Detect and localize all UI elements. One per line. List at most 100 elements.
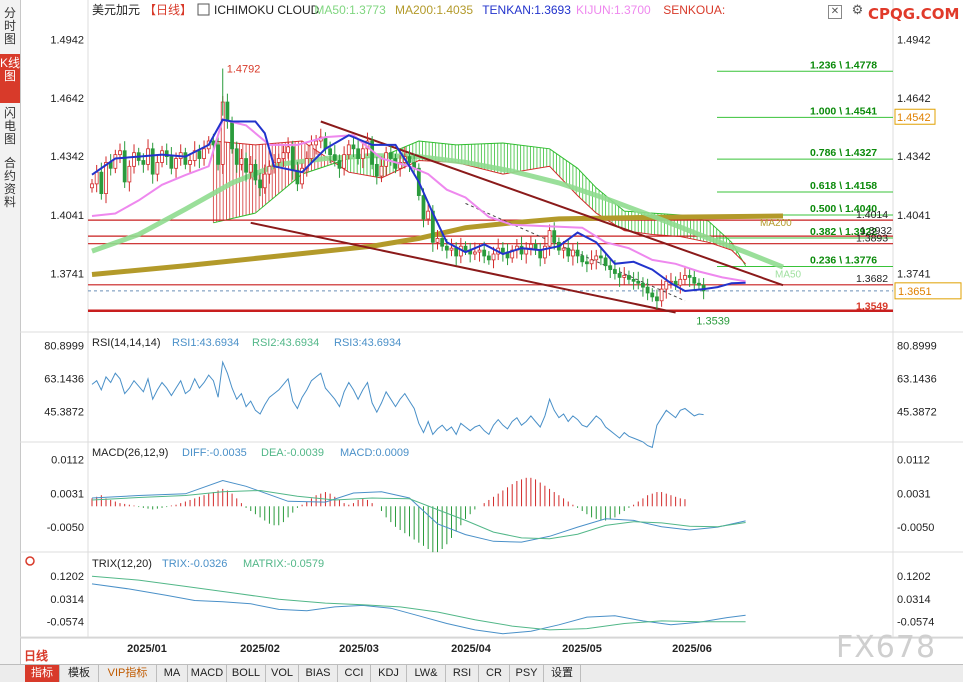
tenkan-line	[91, 118, 746, 293]
candle-body	[477, 249, 482, 253]
candle-body	[552, 230, 557, 243]
macd-title: MACD(26,12,9)	[92, 447, 168, 459]
rsi-y-tick-left: 80.8999	[44, 341, 84, 353]
indicator-toolbar: 指标 模板 VIP指标 MA MACD BOLL VOL BIAS CCI KD…	[0, 664, 963, 682]
candle-body	[491, 253, 496, 261]
candle-body	[132, 152, 136, 167]
rsi-y-tick-left: 45.3872	[44, 406, 84, 418]
tab-lw[interactable]: LW&	[407, 665, 446, 682]
candle-body	[150, 148, 155, 175]
candle-body	[398, 162, 403, 169]
candle-body	[454, 247, 459, 257]
period-label[interactable]: 日线	[24, 649, 49, 663]
tab-psy[interactable]: PSY	[510, 665, 544, 682]
fib-level-label: 0.500 \ 1.4040	[810, 203, 877, 215]
level-label-1-3932: 1.3932	[860, 225, 892, 237]
tab-vol[interactable]: VOL	[266, 665, 299, 682]
candle-body	[202, 148, 206, 159]
y-tick-left: 1.4342	[50, 151, 84, 163]
macd-dea-line	[91, 489, 746, 540]
rsi-legend-2: RSI2:43.6934	[252, 337, 319, 349]
header-legend-item: MA50:1.3773	[314, 3, 386, 17]
tab-kdj[interactable]: KDJ	[371, 665, 407, 682]
candle-body	[692, 276, 697, 284]
macd-y-tick-left: 0.0112	[51, 455, 84, 467]
candle-body	[678, 278, 683, 286]
level-label-1-3549: 1.3549	[856, 301, 888, 313]
candle-body	[169, 156, 174, 169]
fib-level-label: 0.618 \ 1.4158	[810, 180, 877, 192]
tab-macd[interactable]: MACD	[188, 665, 227, 682]
level-label-1-3682: 1.3682	[856, 273, 888, 285]
high-price-label: 1.4792	[227, 64, 261, 76]
close-icon[interactable]: ✕	[828, 5, 842, 19]
candle-body	[566, 247, 571, 257]
tab-settings[interactable]: 设置	[544, 665, 581, 682]
tab-kline[interactable]: K线图	[0, 54, 20, 103]
tab-vip-indicators[interactable]: VIP指标	[99, 665, 157, 682]
tab-intraday[interactable]: 分时图	[3, 6, 16, 46]
window-controls: ✕ ⚙	[828, 2, 863, 19]
macd-legend-diff: DIFF:-0.0035	[182, 447, 247, 459]
candle-body	[141, 160, 146, 165]
ma50-label: MA50	[775, 269, 802, 280]
macd-y-tick-right: 0.0112	[897, 455, 930, 467]
price-tag-1-4542: 1.4542	[897, 112, 931, 124]
trix-y-tick-right: 0.0314	[897, 594, 931, 606]
macd-y-tick-left: -0.0050	[47, 522, 84, 534]
y-tick-left: 1.4041	[50, 210, 84, 222]
y-tick-right: 1.4942	[897, 34, 931, 46]
trix-y-tick-left: 0.1202	[50, 571, 84, 583]
trix-y-tick-left: 0.0314	[50, 594, 84, 606]
candle-body	[486, 255, 491, 261]
candle-body	[440, 238, 445, 247]
candle-body	[697, 282, 701, 286]
candle-body	[248, 163, 253, 173]
tab-boll[interactable]: BOLL	[227, 665, 266, 682]
candle-body	[94, 171, 99, 185]
tab-cr[interactable]: CR	[479, 665, 510, 682]
macd-y-tick-left: 0.0031	[50, 488, 84, 500]
tab-ma[interactable]: MA	[157, 665, 188, 682]
indicator-icon	[197, 3, 210, 16]
tab-contract-info[interactable]: 合约资料	[3, 156, 16, 209]
candle-body	[538, 249, 543, 259]
candle-body	[435, 238, 440, 243]
candle-body	[356, 148, 361, 159]
header-legend-item: MA200:1.4035	[395, 3, 473, 17]
y-tick-right: 1.4642	[897, 93, 931, 105]
tab-cci[interactable]: CCI	[338, 665, 371, 682]
current-price-text: 1.3651	[898, 286, 932, 298]
tab-templates[interactable]: 模板	[60, 665, 99, 682]
macd-diff-line	[91, 479, 746, 543]
settings-icon[interactable]: ⚙	[851, 2, 864, 17]
y-tick-right: 1.3741	[897, 268, 931, 280]
trix-title: TRIX(12,20)	[92, 558, 152, 570]
candle-body	[216, 144, 220, 165]
candle-body	[360, 148, 365, 159]
candle-body	[300, 167, 305, 185]
current-price-tag	[894, 282, 962, 300]
tab-rsi[interactable]: RSI	[446, 665, 479, 682]
tab-indicators[interactable]: 指标	[25, 665, 60, 682]
y-tick-left: 1.3741	[50, 268, 84, 280]
candle-body	[127, 165, 132, 183]
rsi-y-tick-right: 63.1436	[897, 374, 937, 386]
candle-body	[594, 255, 599, 261]
candle-body	[122, 150, 127, 183]
tab-lightning[interactable]: 闪电图	[3, 106, 16, 146]
candle-body	[262, 173, 267, 189]
ma200-label: MA200	[760, 218, 792, 229]
trix-y-tick-right: -0.0574	[897, 617, 934, 629]
x-tick-label: 2025/01	[127, 643, 167, 655]
candle-body	[230, 121, 234, 150]
rsi-y-tick-left: 63.1436	[44, 374, 84, 386]
candle-body	[617, 273, 622, 278]
candle-body	[636, 280, 641, 284]
rsi-y-tick-right: 80.8999	[897, 341, 937, 353]
candle-body	[585, 261, 589, 265]
tab-bias[interactable]: BIAS	[299, 665, 338, 682]
candle-body	[519, 245, 524, 255]
symbol-label: 美元加元	[92, 3, 140, 17]
